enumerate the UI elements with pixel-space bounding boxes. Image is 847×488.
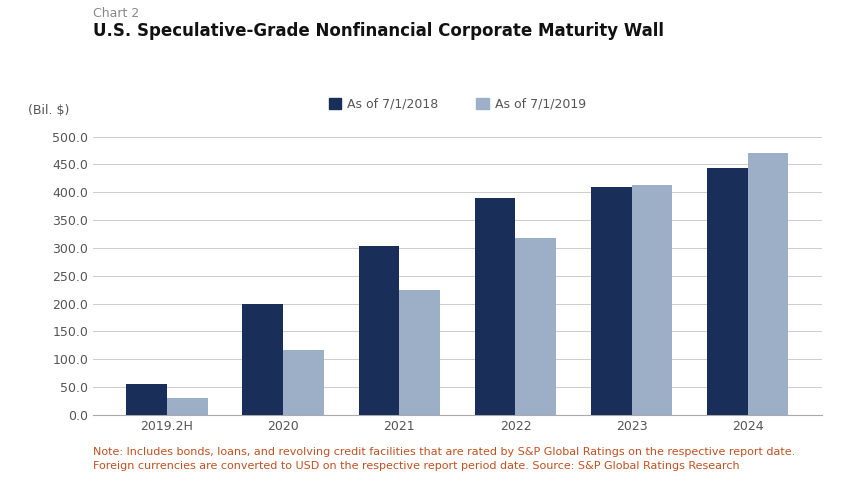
Bar <box>516 238 556 415</box>
Bar <box>591 187 632 415</box>
Text: (Bil. $): (Bil. $) <box>28 104 69 117</box>
Bar <box>167 398 208 415</box>
Bar <box>126 384 167 415</box>
Text: Chart 2: Chart 2 <box>93 7 140 20</box>
Bar <box>632 185 673 415</box>
Bar <box>707 168 748 415</box>
Legend: As of 7/1/2018, As of 7/1/2019: As of 7/1/2018, As of 7/1/2019 <box>324 93 591 116</box>
Text: U.S. Speculative-Grade Nonfinancial Corporate Maturity Wall: U.S. Speculative-Grade Nonfinancial Corp… <box>93 22 664 40</box>
Bar <box>242 304 283 415</box>
Bar <box>399 289 440 415</box>
Bar <box>748 153 789 415</box>
Bar <box>358 246 399 415</box>
Bar <box>283 350 324 415</box>
Text: Note: Includes bonds, loans, and revolving credit facilities that are rated by S: Note: Includes bonds, loans, and revolvi… <box>93 447 795 470</box>
Bar <box>475 198 516 415</box>
